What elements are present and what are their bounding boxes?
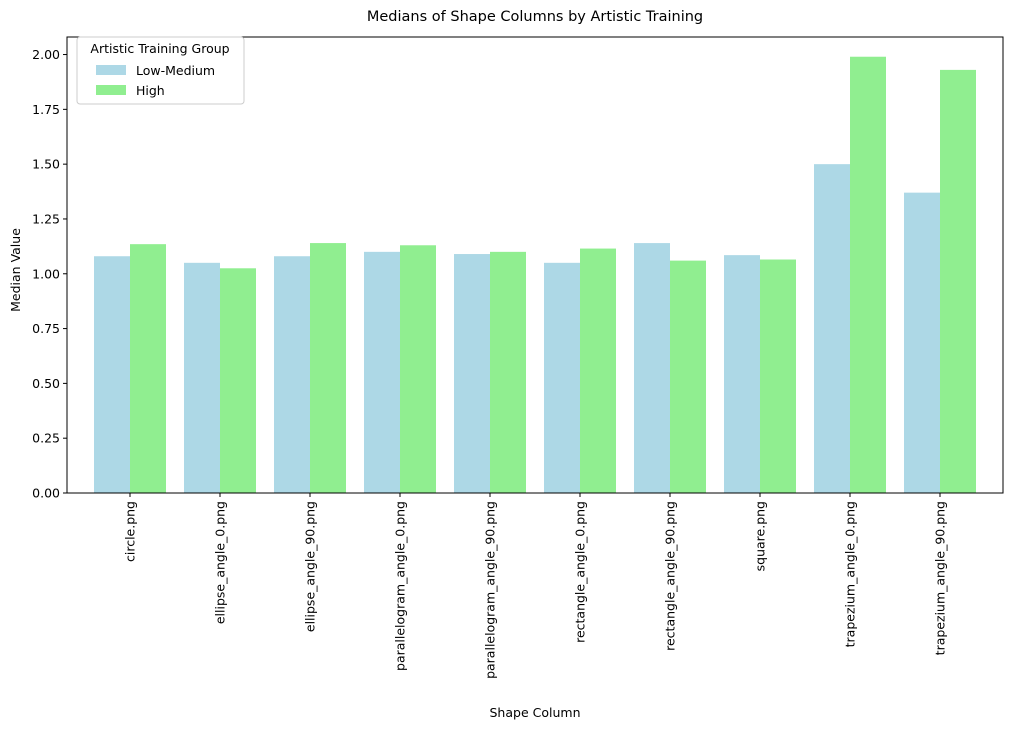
y-tick-label-8: 2.00	[32, 47, 60, 62]
x-tick-label-6: rectangle_angle_90.png	[663, 501, 678, 651]
bar-low-medium-0	[94, 256, 130, 493]
y-tick-label-1: 0.25	[32, 431, 60, 446]
bar-low-medium-8	[814, 164, 850, 493]
bar-high-8	[850, 56, 886, 493]
y-tick-label-7: 1.75	[32, 102, 60, 117]
bar-high-7	[760, 259, 796, 493]
bar-low-medium-3	[364, 251, 400, 493]
legend-swatch-low-medium	[96, 65, 126, 75]
bar-high-5	[580, 248, 616, 493]
bar-low-medium-7	[724, 255, 760, 493]
y-tick-label-0: 0.00	[32, 486, 60, 501]
legend-label-low-medium: Low-Medium	[136, 63, 215, 78]
bar-high-1	[220, 268, 256, 493]
bar-low-medium-9	[904, 192, 940, 493]
x-tick-label-4: parallelogram_angle_90.png	[483, 501, 498, 679]
legend-label-high: High	[136, 83, 165, 98]
bar-high-6	[670, 260, 706, 493]
y-tick-label-6: 1.50	[32, 157, 60, 172]
bar-low-medium-2	[274, 256, 310, 493]
x-axis: circle.png ellipse_angle_0.png ellipse_ang…	[123, 493, 948, 679]
x-tick-label-3: parallelogram_angle_0.png	[393, 501, 408, 671]
y-tick-label-5: 1.25	[32, 211, 60, 226]
bars-layer	[94, 56, 976, 493]
bar-high-3	[400, 245, 436, 493]
legend: Artistic Training Group Low-Medium High	[76, 36, 245, 105]
plot-frame	[66, 36, 1004, 494]
bar-low-medium-4	[454, 254, 490, 493]
bar-low-medium-5	[544, 262, 580, 493]
y-tick-label-2: 0.50	[32, 376, 60, 391]
y-axis: 0.00 0.25 0.50 0.75 1.00 1.25 1.50 1.75 2.00	[32, 47, 67, 501]
bar-high-0	[130, 244, 166, 493]
y-axis-label: Median Value	[8, 228, 23, 312]
x-axis-label: Shape Column	[490, 705, 581, 720]
x-tick-label-1: ellipse_angle_0.png	[213, 501, 228, 624]
x-tick-label-8: trapezium_angle_0.png	[843, 501, 858, 647]
x-tick-label-9: trapezium_angle_90.png	[933, 501, 948, 655]
bar-low-medium-6	[634, 243, 670, 493]
bar-low-medium-1	[184, 262, 220, 493]
bar-high-2	[310, 243, 346, 493]
x-tick-label-0: circle.png	[123, 501, 138, 562]
bar-high-9	[940, 69, 976, 493]
x-tick-label-5: rectangle_angle_0.png	[573, 501, 588, 643]
chart-title: Medians of Shape Columns by Artistic Tra…	[367, 9, 703, 25]
legend-swatch-high	[96, 85, 126, 95]
x-tick-label-7: square.png	[753, 501, 768, 571]
legend-title: Artistic Training Group	[90, 41, 229, 56]
y-tick-label-3: 0.75	[32, 321, 60, 336]
bar-high-4	[490, 251, 526, 493]
y-tick-label-4: 1.00	[32, 266, 60, 281]
x-tick-label-2: ellipse_angle_90.png	[303, 501, 318, 632]
